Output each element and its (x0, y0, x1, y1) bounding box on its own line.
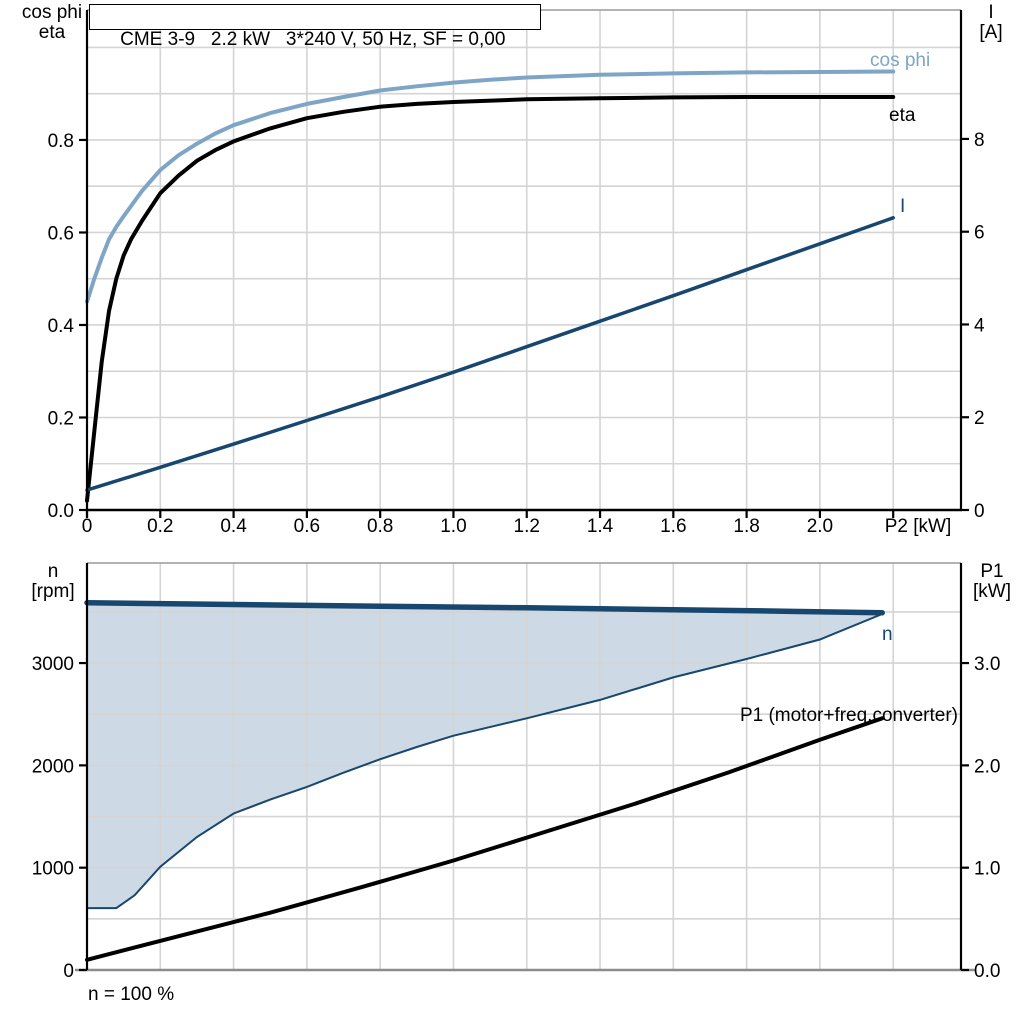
cos-phi-label: cos phi (870, 50, 930, 71)
x-tick-label: 1.4 (587, 516, 614, 537)
x-tick-label: 1.6 (660, 516, 686, 537)
i-label: I (900, 196, 905, 217)
right-tick-label: 1.0 (974, 859, 1000, 880)
x-tick-label: 1.2 (514, 516, 540, 537)
n-label: n (882, 624, 893, 645)
chart-title: CME 3-9 2.2 kW 3*240 V, 50 Hz, SF = 0,00 (120, 29, 506, 50)
n-curve (84, 599, 885, 616)
left-tick-label: 0 (63, 961, 74, 982)
speed-control-range-fill (87, 602, 883, 909)
bottom-chart-left-axis-title: n [rpm] (31, 561, 75, 602)
x-tick-label: 1.8 (733, 516, 759, 537)
top-chart: 0 0.2 0.4 0.6 0.8 1.0 1.2 1.4 1.6 1.8 2.0 P2 [kW] 0.… (48, 9, 985, 537)
left-tick-label: 0.4 (48, 316, 75, 337)
top-chart-left-axis-title: cos phi eta (21, 2, 83, 43)
left-tick-label: 0.0 (48, 501, 74, 522)
bottom-chart-right-axis-title: P1 [kW] (973, 561, 1011, 602)
i-curve (85, 216, 895, 492)
left-tick-label: 0.2 (48, 408, 74, 429)
cos-phi-curve (85, 69, 896, 304)
p1-motor-freq-converter-curve (85, 716, 885, 962)
right-tick-label: 0.0 (974, 961, 1000, 982)
right-tick-label: 6 (974, 223, 985, 244)
bottom-chart: 0 1000 2000 3000 0.0 1.0 2.0 3.0 n P1 (motor+freq… (32, 562, 1000, 982)
top-chart-right-axis-title: I [A] (979, 2, 1003, 43)
speed-note: n = 100 % (88, 984, 175, 1005)
right-tick-label: 4 (974, 315, 985, 336)
eta-label: eta (889, 105, 916, 126)
chart-title-box: CME 3-9 2.2 kW 3*240 V, 50 Hz, SF = 0,00 (89, 4, 541, 50)
x-axis-unit-label: P2 [kW] (885, 516, 952, 537)
left-tick-label: 0.8 (48, 131, 74, 152)
x-tick-label: 0 (82, 516, 93, 537)
left-tick-label: 3000 (32, 654, 74, 675)
right-tick-label: 8 (974, 130, 985, 151)
left-tick-label: 2000 (32, 756, 74, 777)
right-tick-label: 2 (974, 408, 985, 429)
x-tick-label: 1.0 (440, 516, 466, 537)
x-tick-label: 0.2 (147, 516, 173, 537)
right-tick-label: 0 (974, 501, 985, 522)
right-tick-label: 2.0 (974, 756, 1000, 777)
left-tick-label: 1000 (32, 859, 74, 880)
x-tick-label: 0.6 (294, 516, 320, 537)
x-tick-label: 2.0 (807, 516, 833, 537)
x-tick-label: 0.8 (367, 516, 393, 537)
speed-control-range-lower-boundary (87, 613, 883, 910)
right-tick-label: 3.0 (974, 654, 1000, 675)
p1-motor-freq-converter-label: P1 (motor+freq.converter) (740, 705, 958, 726)
left-tick-label: 0.6 (48, 223, 74, 244)
x-tick-label: 0.4 (220, 516, 247, 537)
eta-curve (85, 95, 896, 503)
